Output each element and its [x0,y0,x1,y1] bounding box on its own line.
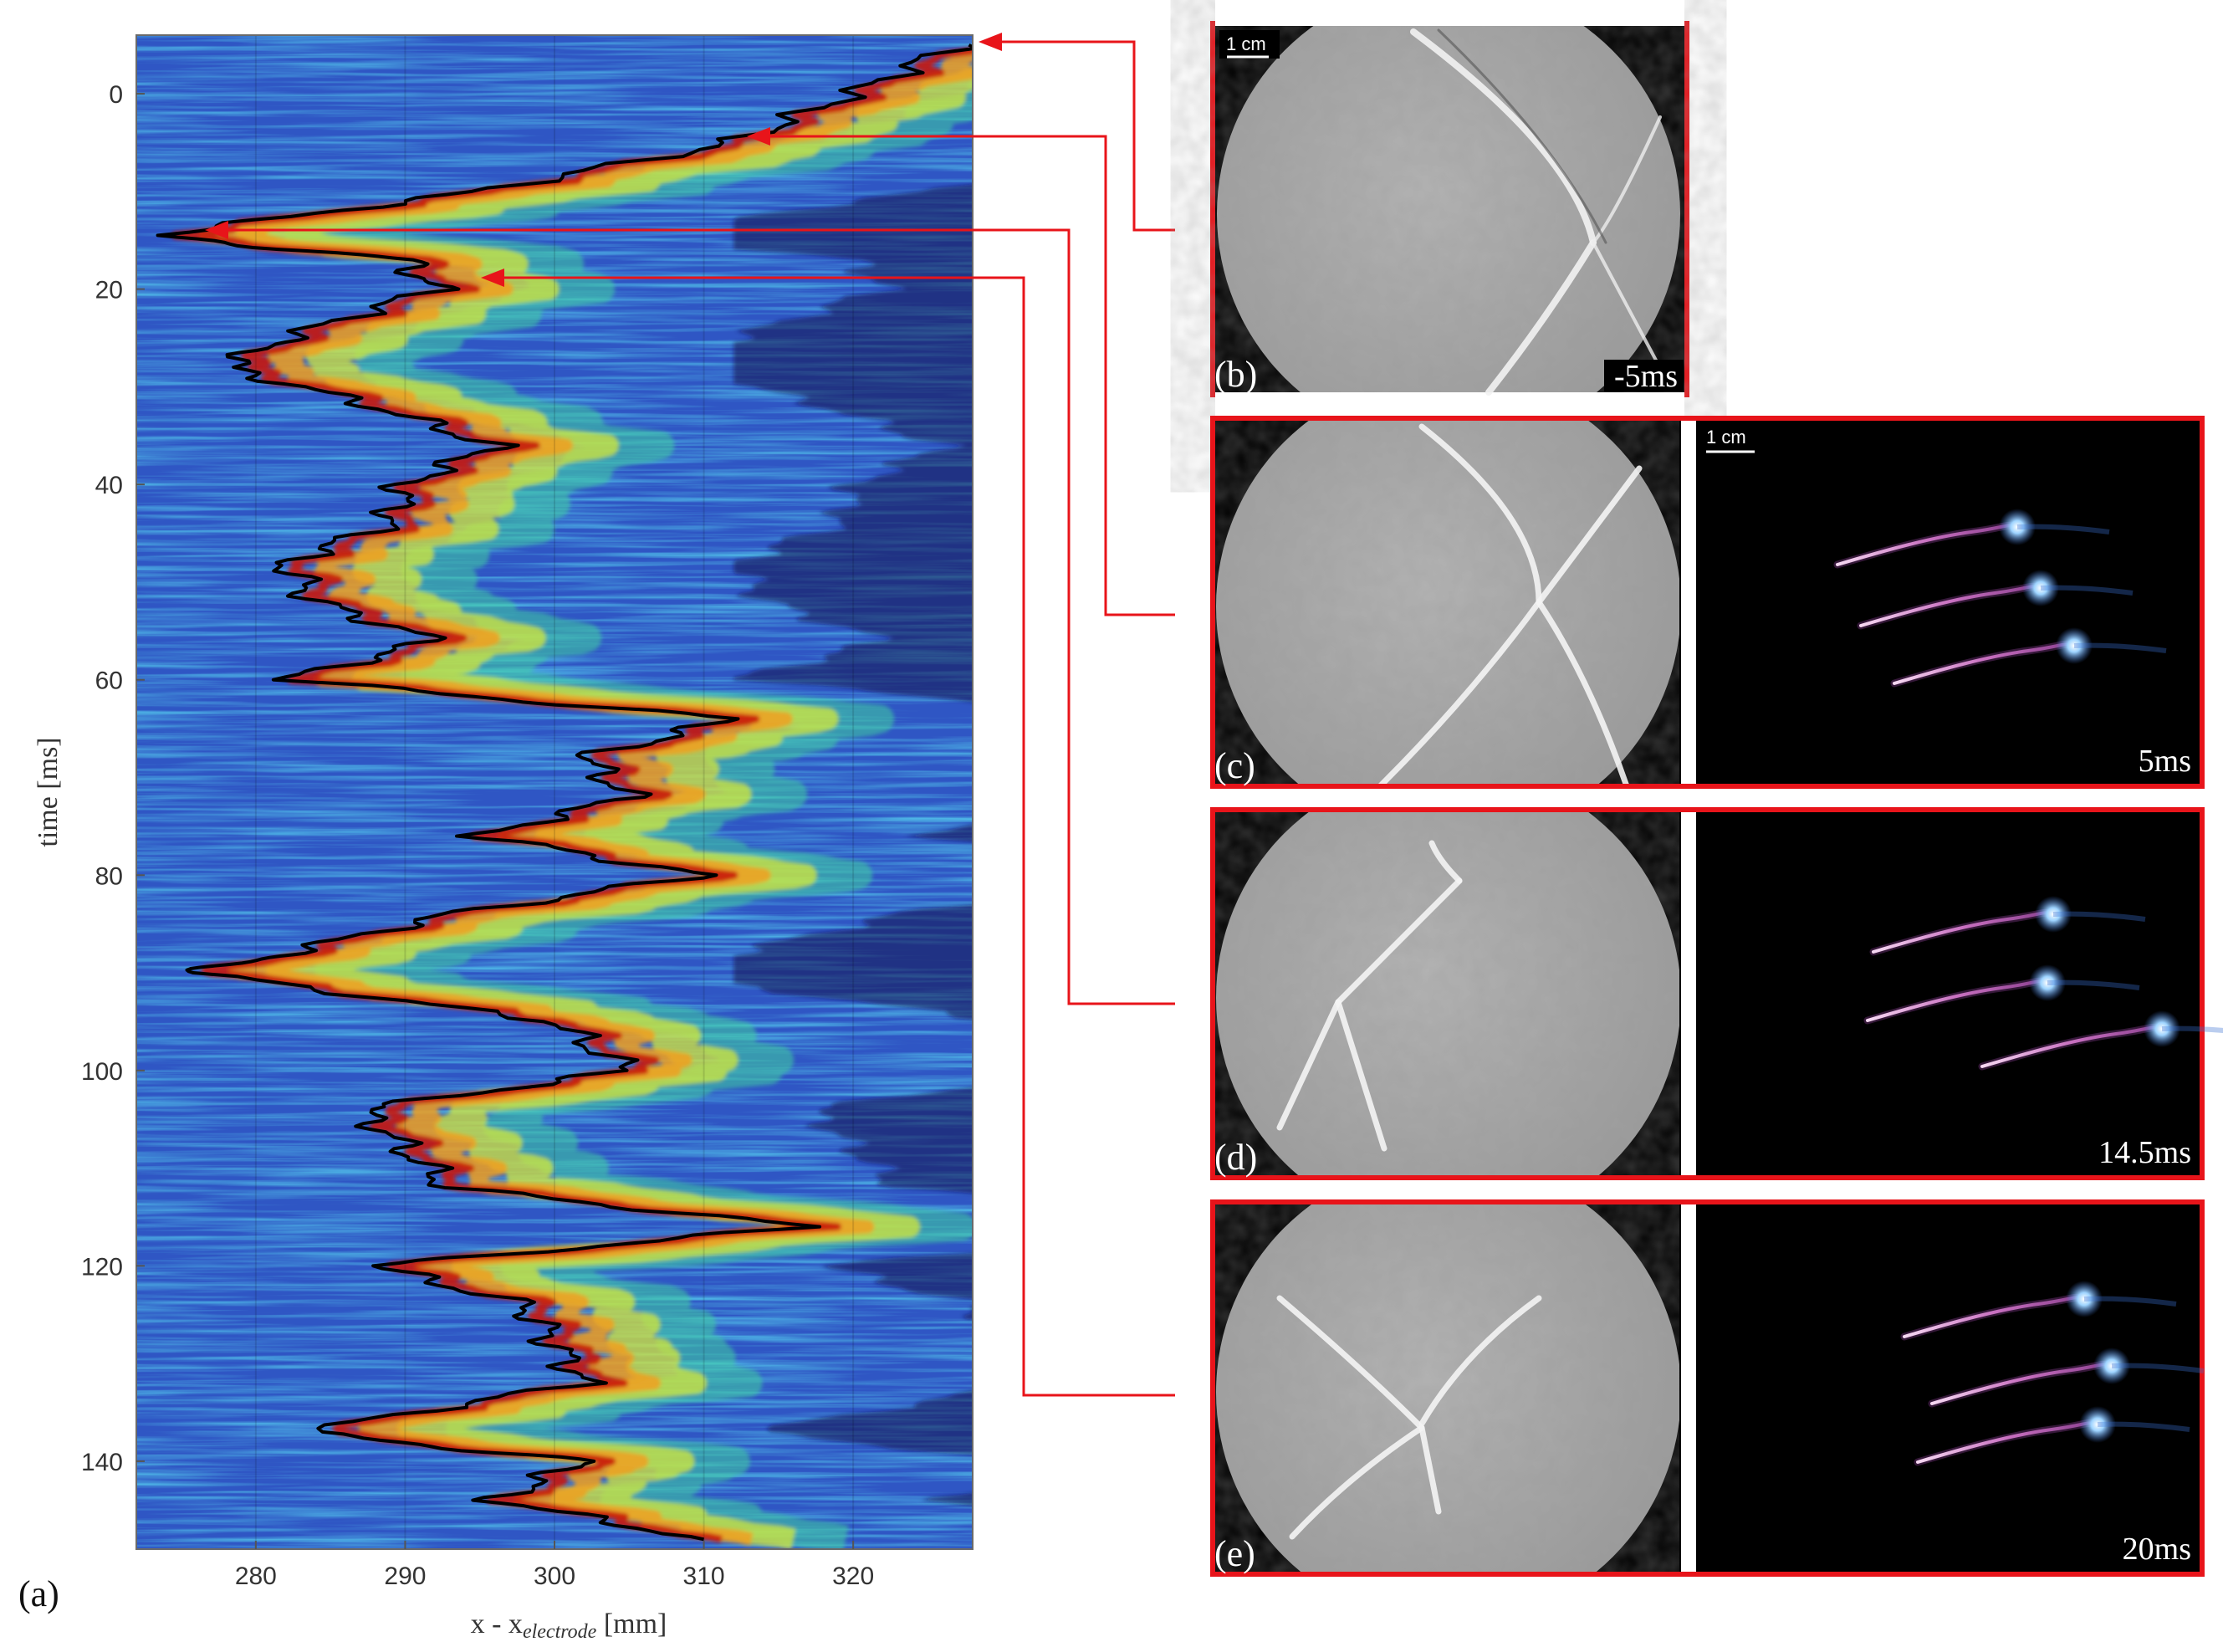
heatmap-gridlines [254,35,855,1549]
x-tick-label: 320 [832,1562,874,1590]
connector-arrows [226,40,1175,1397]
arc-tail [2016,524,2110,534]
arc-front-dark-line [156,43,973,1542]
panel-d: (d) 14.5ms [1210,807,2223,1180]
shock-line [1335,999,1387,1152]
arc-tail [2083,1296,2177,1307]
arrow-to-panel-d [226,228,1175,1005]
y-tick-label: 80 [95,862,123,890]
arc-tip-glow [1999,509,2036,545]
arrow-to-panel-c [768,135,1175,616]
y-axis-label: time [ms] [33,737,64,846]
y-axis-ticks: 0 20 40 60 80 100 120 140 [81,81,145,1476]
panel-b-shock-lines [1410,28,1662,396]
panel-a-heatmap: 280 290 300 310 320 0 20 40 60 80 100 120 140 time … [18,34,974,1643]
panel-d-schlieren [1216,812,1679,1175]
panel-c-schlieren [1216,421,1679,784]
arc-tail [2111,1363,2205,1373]
arc-tip-glow [2056,627,2093,664]
shock-line [1378,599,1542,784]
panel-c-time: 5ms [2139,744,2191,779]
arrow-to-panel-e [502,276,1175,1397]
heatmap-band [198,48,973,1547]
x-axis-ticks: 280 290 300 310 320 [235,1541,874,1590]
panel-d-time: 14.5ms [2098,1135,2191,1170]
x-tick-label: 300 [534,1562,575,1590]
panel-c-scale-label: 1 cm [1706,427,1746,448]
y-tick-label: 100 [81,1058,123,1086]
shock-line [1536,599,1629,784]
panel-e-time: 20ms [2123,1532,2191,1567]
arc-tail [2052,911,2146,922]
arc-tip-glow [2144,1010,2180,1047]
y-tick-label: 120 [81,1253,123,1281]
panel-b-scale-label: 1 cm [1226,33,1266,54]
panel-divider [1681,421,1696,784]
arrow-to-panel-b [999,40,1175,232]
y-tick-label: 40 [95,472,123,499]
y-tick-label: 0 [109,81,123,109]
panel-e-label: (e) [1214,1533,1255,1574]
x-tick-label: 290 [384,1562,426,1590]
panel-b-schlieren-texture [1217,0,1680,446]
arc-tip-glow [2035,896,2072,933]
panel-divider [1681,812,1696,1175]
panel-b: 1 cm (b) -5ms [1210,0,1689,468]
arc-tail [2073,642,2167,653]
panel-e: (e) 20ms [1210,1199,2205,1577]
shock-line [1418,423,1542,606]
arc-tail [2161,1025,2223,1033]
arc-tail [2040,585,2134,596]
arc-tail [2047,979,2140,990]
y-tick-label: 20 [95,277,123,304]
arrowhead-e [481,269,504,287]
panel-c-label: (c) [1214,745,1255,786]
arc-tip-glow [2066,1281,2103,1317]
arc-tip-glow [2022,570,2059,606]
panel-b-time: -5ms [1614,359,1678,394]
panel-a-label: (a) [18,1573,59,1614]
shock-line [1276,1295,1425,1431]
x-axis-label: x - xelectrode [mm] [471,1609,667,1643]
shock-line [1289,1424,1425,1540]
heatmap-band [171,47,973,1543]
y-tick-label: 60 [95,667,123,695]
heatmap-dark-region [733,184,973,1506]
photo-panels: 1 cm (c) 5ms (d) 14.5ms (e) 20ms [1210,416,2223,1577]
arrow-heads [205,33,1002,287]
shock-line [1335,877,1463,1005]
arc-tail [2097,1421,2190,1432]
arrowhead-b [979,33,1002,51]
shock-line [1276,999,1341,1131]
panel-b-time-box [1604,360,1684,391]
arc-tip-glow [2079,1406,2116,1443]
panel-b-mask-top [1215,0,1684,26]
panel-c: 1 cm (c) 5ms [1210,416,2205,789]
heatmap-bands [171,47,973,1549]
arrowhead-d [205,221,228,239]
x-tick-label: 310 [683,1562,725,1590]
x-tick-label: 280 [235,1562,277,1590]
arrowhead-c [747,127,770,146]
shock-line [1536,465,1643,606]
y-tick-label: 140 [81,1449,123,1476]
shock-line [1428,840,1463,884]
panel-divider [1681,1204,1696,1572]
panel-e-schlieren [1216,1204,1679,1572]
arc-tip-glow [2029,964,2066,1001]
panel-d-label: (d) [1214,1137,1257,1178]
shock-line [1418,1424,1442,1515]
panel-b-scale-box [1219,30,1280,59]
panel-b-label: (b) [1214,354,1257,395]
arc-tip-glow [2093,1348,2130,1384]
shock-line [1418,1295,1542,1427]
